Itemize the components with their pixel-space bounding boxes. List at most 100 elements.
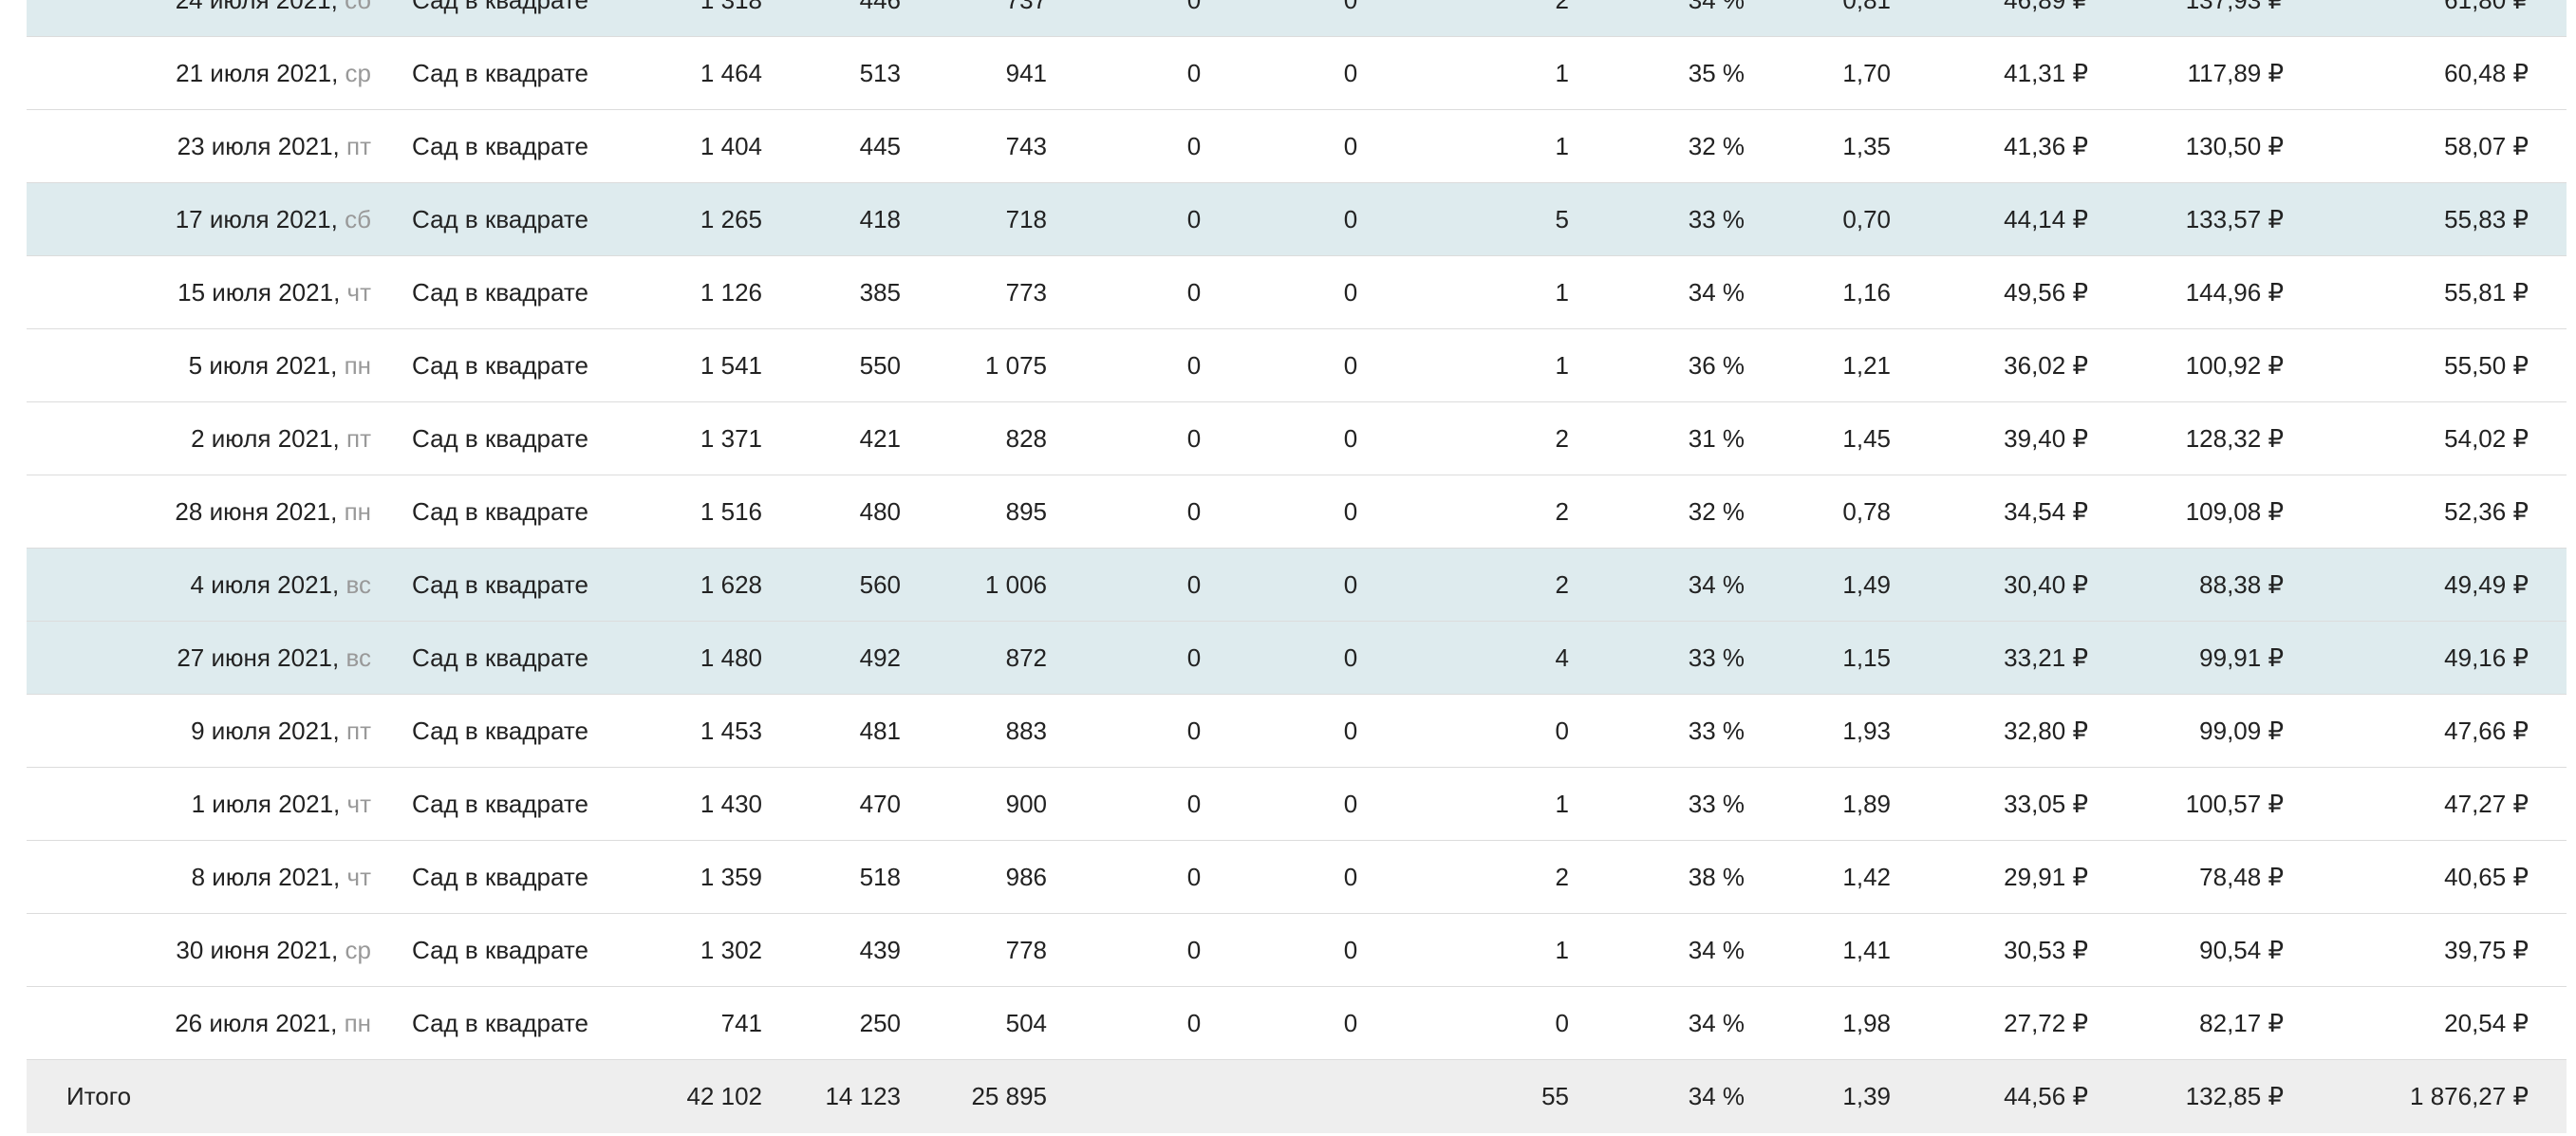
cell: 895 [1005,497,1047,526]
name-cell: Сад в квадрате [412,351,588,380]
cell: 481 [859,717,901,745]
cell: 1,35 [1842,132,1891,160]
cell: 29,91 ₽ [2004,863,2088,891]
cell: 0 [1343,424,1358,453]
cell: 0 [1343,278,1358,307]
cell: 30,40 ₽ [2004,570,2088,599]
cell: 1 006 [984,570,1047,599]
weekday: сб [345,0,371,14]
cell: 0 [1186,643,1202,672]
cell: 99,91 ₽ [2199,643,2284,672]
date: 1 июля 2021, [191,790,341,818]
cell: 0 [1343,790,1358,818]
cell: 1 371 [700,424,762,453]
cell: 941 [1005,59,1047,87]
cell: 1 541 [700,351,762,380]
cell: 1 480 [700,643,762,672]
date-cell: 23 июля 2021, пт [177,110,371,183]
cell: 421 [859,424,901,453]
total-cell: 1,39 [1842,1082,1891,1110]
cell: 100,92 ₽ [2185,351,2284,380]
cell: 49,16 ₽ [2444,643,2529,672]
cell: 1 [1555,790,1569,818]
cell: 1,45 [1842,424,1891,453]
total-label: Итого [66,1082,132,1110]
date: 28 июня 2021, [175,497,338,526]
cell: 1 265 [700,205,762,233]
cell: 1,93 [1842,717,1891,745]
cell: 99,09 ₽ [2199,717,2284,745]
cell: 2 [1555,570,1569,599]
name-cell: Сад в квадрате [412,132,588,160]
cell: 0 [1343,570,1358,599]
cell: 418 [859,205,901,233]
total-cell: 25 895 [971,1082,1047,1110]
weekday: пт [346,424,371,453]
cell: 1,16 [1842,278,1891,307]
date: 5 июля 2021, [188,351,338,380]
total-row: Итого 42 102 14 123 25 895 55 34 % 1,39 44,56 ₽… [27,1060,2567,1133]
cell: 1 628 [700,570,762,599]
table-row: 26 июля 2021, пн Сад в квадрате 741 250 504 0… [27,987,2567,1060]
cell: 34 % [1688,570,1745,599]
cell: 1,70 [1842,59,1891,87]
cell: 883 [1005,717,1047,745]
cell: 54,02 ₽ [2444,424,2529,453]
date-cell: 9 июля 2021, пт [191,695,371,768]
cell: 0 [1343,936,1358,964]
name-cell: Сад в квадрате [412,717,588,745]
cell: 0 [1555,1009,1569,1037]
cell: 1,21 [1842,351,1891,380]
cell: 0 [1343,643,1358,672]
cell: 492 [859,643,901,672]
cell: 0 [1186,936,1202,964]
weekday: пт [346,717,371,745]
cell: 1 [1555,351,1569,380]
cell: 2 [1555,0,1569,14]
cell: 33 % [1688,643,1745,672]
cell: 0 [1343,59,1358,87]
cell: 1 [1555,278,1569,307]
cell: 49,56 ₽ [2004,278,2088,307]
cell: 0,81 [1842,0,1891,14]
date-cell: 26 июля 2021, пн [175,987,371,1060]
weekday: ср [345,936,371,964]
cell: 778 [1005,936,1047,964]
total-cell: 14 123 [825,1082,901,1110]
cell: 34 % [1688,278,1745,307]
cell: 480 [859,497,901,526]
weekday: сб [345,205,371,233]
cell: 439 [859,936,901,964]
cell: 1 [1555,132,1569,160]
total-cell: 55 [1541,1082,1569,1110]
date: 30 июня 2021, [176,936,339,964]
weekday: вс [345,643,371,672]
total-cell: 44,56 ₽ [2004,1082,2088,1110]
cell: 1 430 [700,790,762,818]
date: 17 июля 2021, [175,205,338,233]
cell: 1,49 [1842,570,1891,599]
date: 4 июля 2021, [190,570,340,599]
cell: 0 [1186,1009,1202,1037]
cell: 1 318 [700,0,762,14]
name-cell: Сад в квадрате [412,570,588,599]
table-row: 8 июля 2021, чт Сад в квадрате 1 359 518 986… [27,841,2567,914]
date-cell: 30 июня 2021, ср [176,914,371,987]
cell: 40,65 ₽ [2444,863,2529,891]
table-row: 5 июля 2021, пн Сад в квадрате 1 541 550 1 0… [27,329,2567,402]
cell: 1 359 [700,863,762,891]
cell: 0 [1186,205,1202,233]
cell: 34,54 ₽ [2004,497,2088,526]
cell: 0 [1186,790,1202,818]
cell: 518 [859,863,901,891]
name-cell: Сад в квадрате [412,936,588,964]
cell: 52,36 ₽ [2444,497,2529,526]
cell: 1,98 [1842,1009,1891,1037]
weekday: вс [345,570,371,599]
cell: 1 126 [700,278,762,307]
cell: 47,27 ₽ [2444,790,2529,818]
cell: 30,53 ₽ [2004,936,2088,964]
cell: 78,48 ₽ [2199,863,2284,891]
name-cell: Сад в квадрате [412,1009,588,1037]
